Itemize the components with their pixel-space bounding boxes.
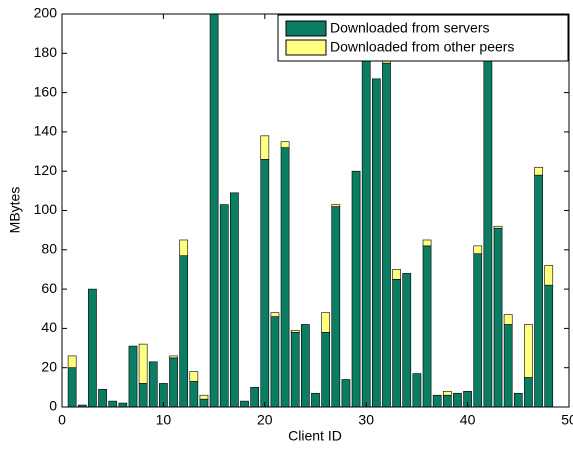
y-tick-label: 200 [34,5,58,21]
bar-segment [260,135,270,160]
bar-segment [361,23,371,407]
plot-area [62,14,569,407]
bar-segment [88,288,97,407]
bar-segment [209,14,219,407]
legend-label: Downloaded from other peers [330,39,514,55]
bar-segment [219,204,229,407]
bar-segment [544,284,554,407]
bar-segment [503,324,513,407]
y-tick-label: 60 [41,280,57,296]
y-tick-label: 100 [34,201,58,217]
x-axis-label: Client ID [288,428,342,444]
bar-segment [128,345,138,407]
bar-segment [331,206,341,407]
bar-segment [422,239,432,247]
bar-segment [169,357,178,407]
bar-segment [371,78,381,407]
bar-segment [422,245,432,407]
bar-segment [67,355,77,369]
bar-segment [493,225,503,229]
bar-segment [534,174,543,407]
x-tick-label: 10 [156,412,172,428]
bar-segment [392,278,401,407]
bar-segment [270,316,280,407]
bar-segment [290,330,300,333]
x-tick-label: 30 [358,412,374,428]
bar-segment [98,389,107,407]
y-tick-label: 160 [34,83,58,99]
bar-segment [453,392,462,407]
x-tick-label: 20 [257,412,273,428]
y-tick-label: 40 [41,319,57,335]
bar-segment [301,324,310,407]
bar-segment [503,314,513,325]
bars [67,14,554,407]
bar-segment [544,265,554,286]
legend-swatch [285,39,327,56]
y-axis-label: MBytes [7,187,23,234]
bar-segment [250,387,260,407]
bar-segment [311,392,320,407]
bar-segment [260,159,270,407]
bar-segment [270,312,280,317]
x-tick-label: 50 [561,412,573,428]
bar-segment [442,394,452,407]
bar-segment [483,14,493,407]
bar-segment [321,332,330,407]
x-tick-label: 0 [58,412,66,428]
bar-segment [67,367,77,407]
bar-segment [473,253,483,407]
bar-segment [230,192,239,407]
bar-segment [524,324,533,378]
bar-segment [534,166,543,176]
y-tick-label: 20 [41,358,57,374]
bar-segment [169,355,178,359]
bar-segment [513,392,523,407]
bar-segment [473,245,483,255]
bar-segment [138,383,148,407]
bar-segment [159,383,168,407]
bar-segment [108,400,118,407]
bar-segment [189,371,199,382]
bar-segment [280,147,290,407]
bar-segment [179,239,189,256]
bar-segment [148,361,158,407]
y-tick-label: 140 [34,123,58,139]
bar-segment [118,402,128,407]
legend-swatch [285,20,327,37]
bar-segment [341,379,351,407]
y-tick-label: 80 [41,241,57,257]
bar-segment [493,227,503,407]
bar-segment [189,381,199,407]
bar-segment [442,390,452,396]
y-tick-label: 180 [34,44,58,60]
bar-segment [402,273,412,407]
x-tick-label: 40 [460,412,476,428]
bar-segment [432,394,442,407]
bar-segment [199,398,209,407]
bar-segment [382,62,391,407]
y-tick-label: 0 [49,398,57,414]
bar-segment [138,343,148,384]
bar-segment [412,373,422,407]
bar-segment [280,141,290,148]
legend-label: Downloaded from servers [330,20,490,36]
bar-segment [331,204,341,207]
bar-segment [179,255,189,407]
bar-segment [524,377,533,407]
bar-segment [240,400,249,407]
bar-segment [77,404,87,407]
bar-segment [290,332,300,407]
bar-segment [321,312,330,333]
bar-segment [392,269,401,280]
bar-segment [351,170,361,407]
bar-segment [199,394,209,400]
y-tick-label: 120 [34,162,58,178]
